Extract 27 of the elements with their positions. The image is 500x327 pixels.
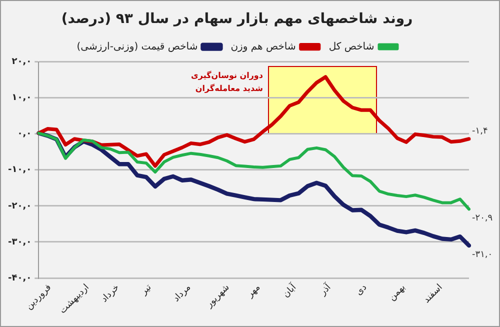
x-tick-label: آذر <box>316 280 334 298</box>
legend-label: شاخص کل <box>328 41 374 52</box>
x-tick-label: دی <box>354 282 370 298</box>
x-tick-label: تیر <box>138 282 154 298</box>
legend-label: شاخص قیمت (وزنی-ارزشی) <box>76 41 198 52</box>
x-tick-label: خرداد <box>100 282 122 305</box>
y-tick-label: -۲۰,۰ <box>8 201 32 212</box>
legend-label: شاخص هم وزن <box>230 41 296 52</box>
y-tick-label: -۴۰,۰ <box>8 273 32 284</box>
chart-title: روند شاخصهای مهم بازار سهام در سال ۹۳ (درصد) <box>61 11 413 28</box>
text: -۳۱,۰ <box>472 250 493 260</box>
x-tick-label: فروردین <box>24 282 54 312</box>
y-tick-label: -۱۰,۰ <box>8 165 32 176</box>
y-tick-label: ۰,۰ <box>17 129 32 140</box>
x-tick-label: آبان <box>280 280 299 300</box>
x-tick-label: اردیبهشت <box>58 282 92 316</box>
x-tick-label: شهریور <box>204 282 232 310</box>
annotation: دوران نوسان‌گیری شدید معامله‌گران <box>191 70 264 94</box>
text: -۲۰,۹ <box>472 214 493 224</box>
x-tick-label: اسفند <box>422 282 445 306</box>
x-tick-label: مرداد <box>172 282 194 304</box>
y-tick-label: ۱۰,۰ <box>12 93 32 104</box>
x-tick-label: بهمن <box>387 282 408 304</box>
text: -۱,۴ <box>472 126 488 136</box>
y-tick-label: -۳۰,۰ <box>8 237 32 248</box>
x-tick-label: مهر <box>244 282 263 300</box>
y-tick-label: ۲۰,۰ <box>12 57 32 68</box>
